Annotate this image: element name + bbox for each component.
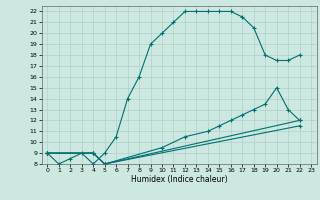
X-axis label: Humidex (Indice chaleur): Humidex (Indice chaleur) bbox=[131, 175, 228, 184]
